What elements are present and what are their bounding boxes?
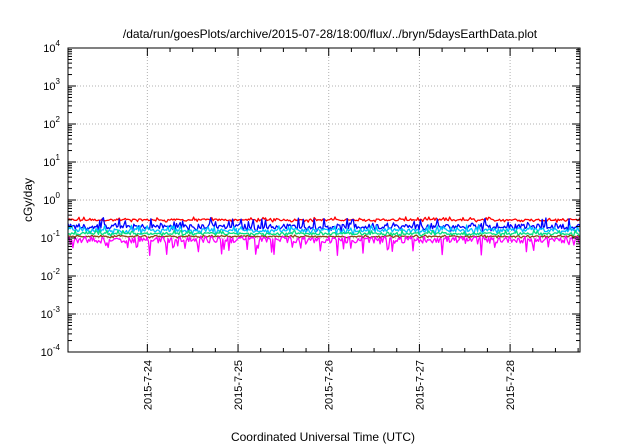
y-tick-label: 103 xyxy=(43,77,60,93)
series-line xyxy=(67,229,581,238)
y-tick-label: 10-3 xyxy=(41,305,61,321)
chart-title: /data/run/goesPlots/archive/2015-07-28/1… xyxy=(123,27,538,41)
y-tick-label: 100 xyxy=(43,191,60,207)
data-series xyxy=(67,216,581,256)
y-tick-label: 10-4 xyxy=(41,343,61,359)
y-tick-label: 102 xyxy=(43,115,60,131)
x-axis-ticks: 2015-7-24 2015-7-25 2015-7-26 2015-7-27 2015… xyxy=(142,48,579,410)
x-tick-label: 2015-7-28 xyxy=(505,360,517,410)
x-tick-label: 2015-7-24 xyxy=(142,360,154,410)
y-tick-label: 10-2 xyxy=(41,267,61,283)
y-axis-ticks: 10-4 10-3 10-2 10-1 100 101 102 103 104 xyxy=(41,39,580,359)
y-tick-label: 104 xyxy=(43,39,60,55)
y-tick-label: 101 xyxy=(43,153,60,169)
y-tick-label: 10-1 xyxy=(41,229,61,245)
grid-lines xyxy=(68,48,580,352)
y-axis-title: cGy/day xyxy=(21,178,35,222)
series-line xyxy=(67,224,581,236)
x-tick-label: 2015-7-25 xyxy=(233,360,245,410)
series-line xyxy=(67,234,581,239)
series-line xyxy=(67,235,581,256)
x-axis-title: Coordinated Universal Time (UTC) xyxy=(231,430,415,444)
x-tick-label: 2015-7-27 xyxy=(414,360,426,410)
series-line xyxy=(67,217,581,232)
x-tick-label: 2015-7-26 xyxy=(324,360,336,410)
